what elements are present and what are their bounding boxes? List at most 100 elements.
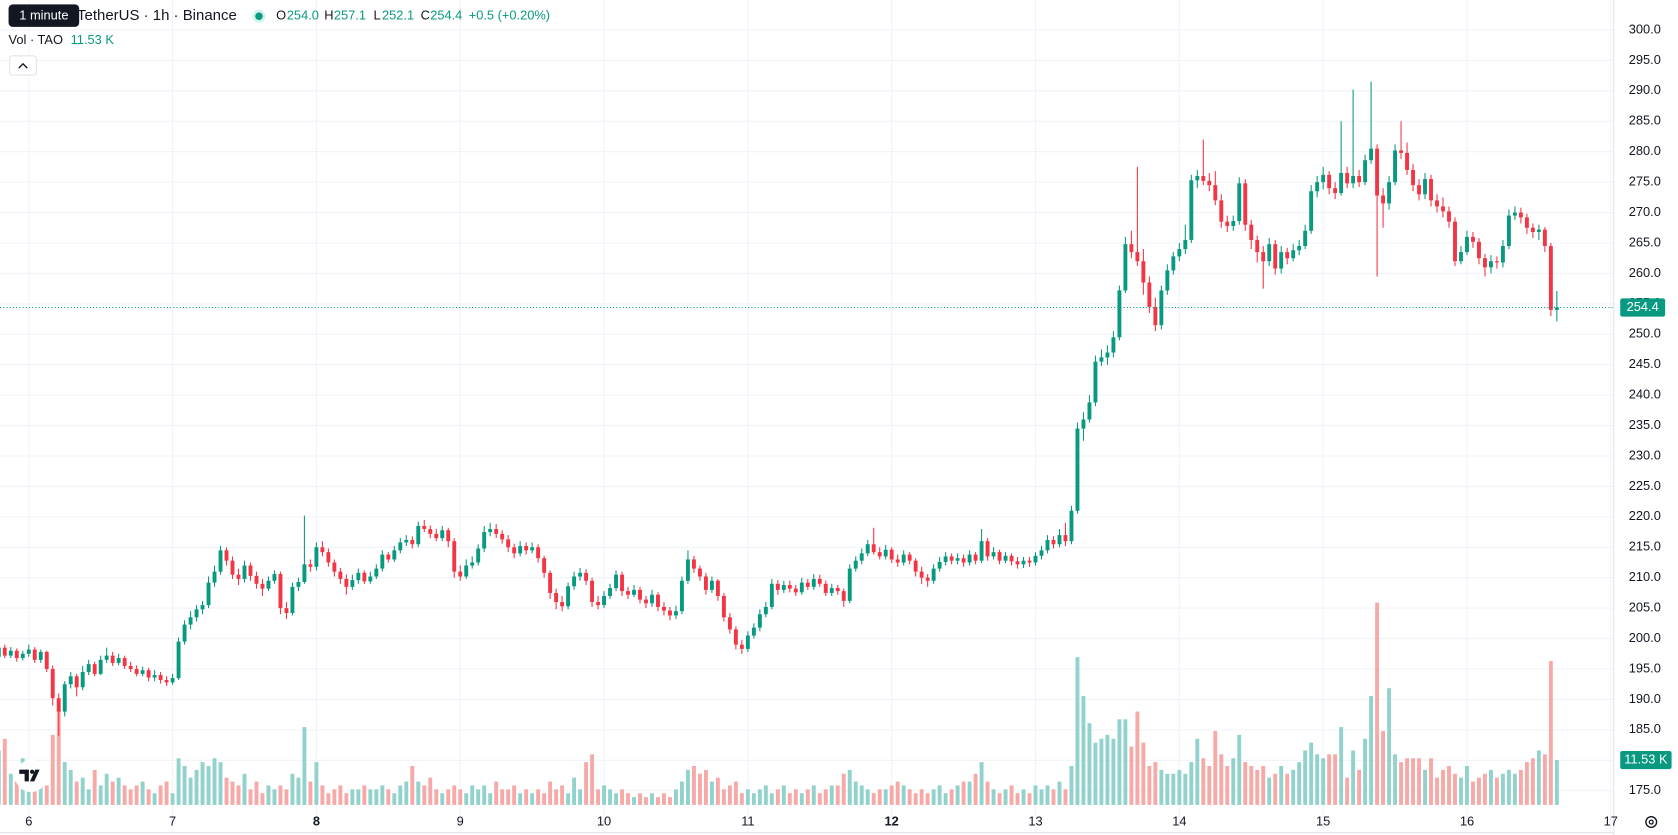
candle-body [901, 554, 906, 563]
collapse-icon [18, 62, 28, 69]
volume-bar [404, 781, 409, 805]
candle-body [530, 547, 535, 551]
candle-body [1536, 229, 1541, 233]
candle-body [1483, 258, 1487, 268]
candle-body [422, 525, 427, 530]
volume-bar [1399, 762, 1404, 805]
candle-body [1465, 236, 1469, 253]
settings-gear[interactable] [1645, 815, 1658, 829]
candle-body [1243, 183, 1248, 225]
candle-body [1045, 539, 1050, 551]
candle-body [1357, 176, 1362, 183]
volume-bar [1357, 769, 1362, 805]
volume-bar [709, 781, 714, 805]
candle-body [1075, 428, 1080, 511]
candle-body [554, 592, 559, 603]
volume-bar [1405, 758, 1409, 805]
y-tick-label: 220.0 [1629, 508, 1661, 523]
candle-body [997, 552, 1002, 561]
candle-body [823, 583, 828, 593]
volume-bar [398, 785, 403, 805]
volume-bar [1297, 762, 1302, 805]
x-tick-label: 8 [313, 813, 320, 828]
volume-bar [1093, 742, 1098, 805]
candle-body [200, 605, 205, 610]
y-tick-label: 190.0 [1629, 691, 1661, 706]
candle-body [1057, 535, 1062, 545]
volume-bar [194, 769, 199, 805]
volume-bar [1518, 769, 1523, 805]
candle-body [1093, 361, 1098, 403]
candle-body [374, 568, 379, 577]
volume-bar [967, 781, 972, 805]
settings-icon[interactable] [1645, 815, 1658, 829]
volume-bar [1165, 773, 1170, 805]
candle-body [1524, 217, 1529, 228]
candle-body [1141, 261, 1146, 283]
candle-body [1231, 221, 1236, 226]
collapse-button[interactable] [9, 55, 37, 76]
volume-bar [80, 777, 85, 805]
candle-body [1345, 172, 1350, 184]
candle-body [236, 574, 241, 579]
volume-bar [1459, 777, 1463, 805]
candle-body [775, 583, 780, 590]
candle-body [1273, 244, 1278, 269]
candle-body [1123, 244, 1128, 291]
volume-bar [170, 793, 175, 805]
candle-body [1381, 195, 1386, 204]
candle-body [691, 559, 696, 569]
y-tick-label: 205.0 [1629, 600, 1661, 615]
volume-bar [1225, 765, 1230, 805]
candle-body [590, 580, 595, 603]
candle-body [757, 614, 762, 628]
candle-body [254, 575, 259, 584]
volume-bar [841, 773, 846, 805]
volume-bar [56, 707, 61, 805]
candle-body [721, 595, 726, 618]
volume-bar [620, 789, 624, 805]
volume-bar [781, 785, 786, 805]
candle-body [1039, 550, 1044, 556]
volume-bar [1147, 765, 1152, 805]
volume-bar [344, 793, 349, 805]
volume-bar [338, 785, 343, 805]
candle-body [662, 606, 666, 611]
candle-body [1267, 244, 1272, 262]
volume-bar [476, 789, 481, 805]
candle-body [1303, 230, 1308, 247]
volume-bar [703, 769, 708, 805]
y-tick-label: 300.0 [1629, 21, 1661, 36]
candle-body [92, 664, 97, 674]
candle-body [602, 595, 606, 606]
candle-body [1285, 252, 1290, 259]
volume-bar [128, 789, 133, 805]
volume-bar [1429, 758, 1433, 805]
candle-body [362, 572, 367, 582]
volume-bar [793, 789, 798, 805]
candle-body [1512, 212, 1517, 216]
volume-bar [218, 762, 223, 805]
volume-bar [584, 762, 589, 805]
candle-body [1177, 249, 1182, 257]
candle-body [697, 568, 702, 577]
volume-bar [386, 789, 391, 805]
volume-bar [458, 789, 463, 805]
volume-bar [769, 793, 774, 805]
candle-body [1159, 290, 1164, 326]
volume-bar [302, 727, 307, 805]
volume-bar [470, 785, 475, 805]
candle-body [1201, 176, 1206, 181]
volume-bar [62, 762, 67, 805]
volume-bar [254, 781, 259, 805]
volume-bar [2, 738, 7, 805]
candle-body [973, 554, 978, 561]
candle-body [260, 583, 265, 589]
candle-body [62, 684, 67, 712]
candle-body [488, 529, 493, 533]
candle-body [320, 547, 325, 553]
candle-body [158, 675, 163, 680]
candle-body [212, 571, 217, 583]
volume-bar [500, 789, 505, 805]
